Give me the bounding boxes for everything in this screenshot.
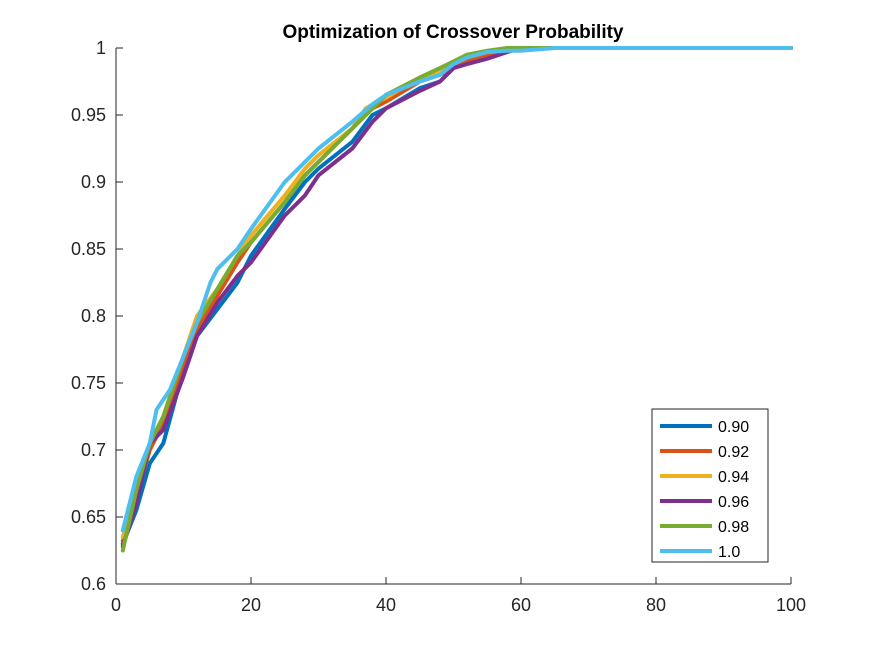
- legend-label: 0.96: [718, 494, 749, 511]
- series-layer: [120, 46, 793, 553]
- x-tick-label: 40: [376, 595, 396, 615]
- legend: 0.90 0.92 0.94 0.96 0.98 1.0: [651, 408, 769, 563]
- y-tick-label: 0.95: [71, 105, 106, 125]
- y-tick-label: 0.9: [81, 172, 106, 192]
- y-tick-label: 0.75: [71, 373, 106, 393]
- x-tick-label: 100: [776, 595, 806, 615]
- series-line-5: [120, 46, 793, 533]
- y-tick-label: 0.7: [81, 440, 106, 460]
- legend-label: 0.92: [718, 444, 749, 461]
- legend-label: 0.98: [718, 519, 749, 536]
- legend-label: 1.0: [718, 544, 740, 561]
- legend-label: 0.94: [718, 469, 749, 486]
- legend-label: 0.90: [718, 419, 749, 436]
- y-tick-label: 0.8: [81, 306, 106, 326]
- y-tick-label: 1: [96, 38, 106, 58]
- y-tick-label: 0.65: [71, 507, 106, 527]
- x-tick-label: 60: [511, 595, 531, 615]
- x-tick-label: 20: [241, 595, 261, 615]
- legend-box: [651, 408, 769, 563]
- x-tick-label: 80: [646, 595, 666, 615]
- chart-title: Optimization of Crossover Probability: [283, 22, 624, 43]
- y-tick-label: 0.85: [71, 239, 106, 259]
- x-tick-label: 0: [111, 595, 121, 615]
- axis-layer: 0 20 40 60 80 100 0.6 0.65 0.7 0.75 0.8 0.85 0.9 0.95…: [71, 38, 806, 615]
- y-tick-label: 0.6: [81, 574, 106, 594]
